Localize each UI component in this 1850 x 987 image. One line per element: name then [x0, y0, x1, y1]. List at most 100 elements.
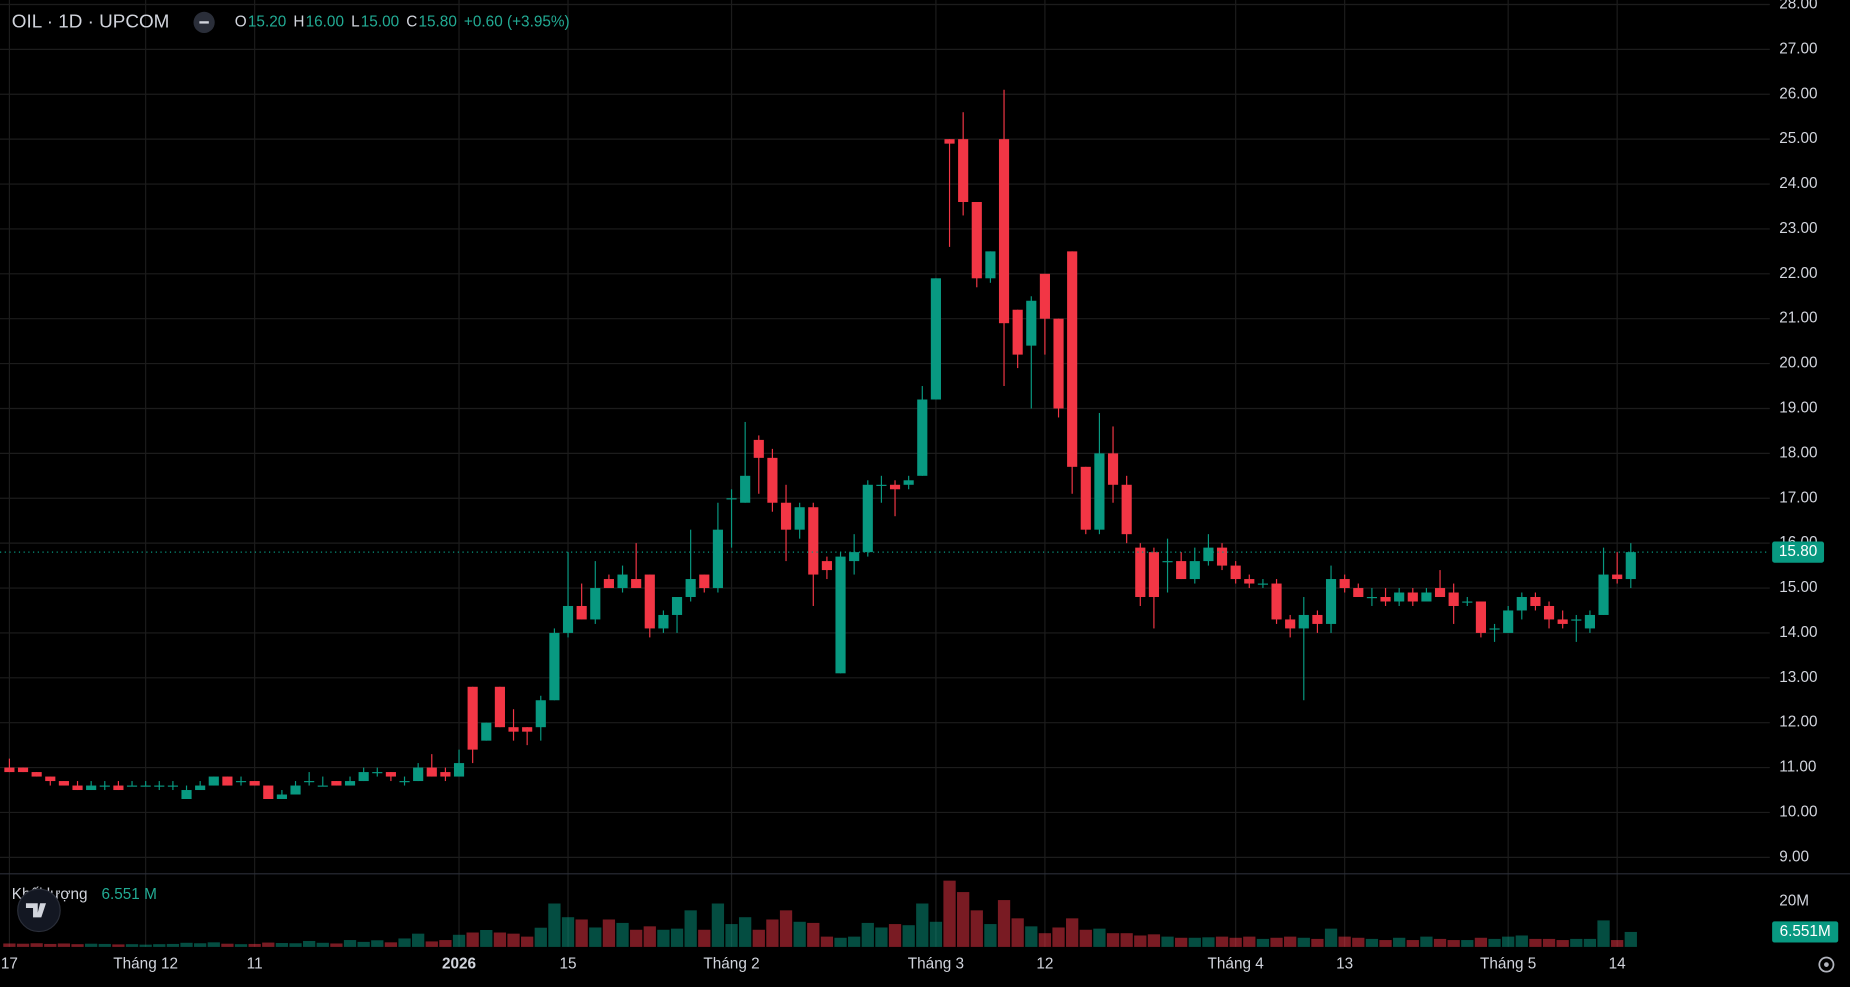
x-tick-label: 14	[1609, 956, 1627, 973]
legend-value: 15.80	[418, 13, 456, 30]
candle-body	[45, 776, 56, 782]
candle-body	[358, 772, 369, 782]
candle-body	[413, 767, 424, 782]
x-tick-label: 2026	[442, 956, 476, 973]
candle-body	[426, 767, 437, 777]
volume-bar	[330, 943, 343, 947]
candle-body	[467, 686, 478, 750]
volume-bar	[943, 880, 956, 947]
volume-bar	[1324, 928, 1338, 947]
last-volume-tag	[1772, 921, 1839, 943]
volume-bar	[371, 940, 384, 947]
volume-bar	[752, 929, 765, 947]
last-price-tag	[1772, 541, 1825, 563]
volume-bar	[398, 938, 411, 947]
volume-bar	[180, 942, 193, 947]
volume-bar	[1542, 938, 1556, 947]
candle-body	[1380, 597, 1391, 602]
volume-bar	[957, 892, 970, 947]
candle-body	[126, 785, 138, 787]
legend-value: 16.00	[306, 13, 344, 30]
candle-body	[1285, 619, 1296, 629]
legend-key: C	[406, 13, 417, 30]
volume-bar	[507, 933, 520, 947]
candle-body	[576, 605, 587, 620]
volume-bar	[166, 943, 180, 947]
volume-bar	[412, 933, 425, 947]
candle-body	[1039, 273, 1050, 319]
x-tick-label: 15	[559, 956, 576, 973]
x-tick-label: Tháng 5	[1480, 956, 1536, 973]
candle-body	[249, 781, 260, 786]
volume-bar	[1447, 940, 1460, 947]
candle-body	[399, 781, 410, 783]
volume-bar	[589, 927, 602, 947]
candle-body	[181, 790, 192, 800]
volume-bar	[1461, 940, 1474, 947]
volume-bar	[779, 910, 793, 947]
candle-body	[726, 498, 737, 500]
volume-bar	[1134, 935, 1147, 947]
candle-body	[1353, 588, 1364, 598]
volume-bar	[1243, 936, 1256, 947]
volume-bar	[1502, 936, 1515, 947]
candle-body	[1148, 552, 1159, 598]
candle-body	[1407, 592, 1418, 602]
legend-value: 15.00	[361, 13, 399, 30]
candle-body	[862, 484, 873, 553]
volume-bar	[929, 921, 943, 947]
volume-bar	[1120, 933, 1133, 947]
candle-body	[276, 794, 287, 800]
candle-body	[740, 475, 751, 503]
volume-bar	[480, 929, 493, 947]
volume-bar	[439, 940, 452, 947]
volume-bar	[1256, 938, 1270, 947]
settings-button[interactable]	[1818, 956, 1835, 973]
change: +0.60 (+3.95%)	[464, 13, 570, 30]
x-tick-label: Tháng 4	[1208, 956, 1265, 973]
candle-body	[944, 139, 955, 144]
candle-body	[930, 278, 941, 400]
volume-bar	[834, 937, 847, 947]
volume-bar	[1188, 937, 1201, 947]
candle-body	[1557, 619, 1568, 624]
legend-key: O	[235, 13, 247, 30]
volume-bar	[194, 943, 207, 947]
candle-body	[1612, 574, 1623, 580]
candle-body	[808, 507, 819, 575]
volume-bar	[1215, 936, 1229, 947]
candle-body	[876, 484, 887, 486]
candle-body	[712, 529, 723, 589]
tradingview-logo	[17, 888, 61, 933]
y-tick-label: 9.00	[1779, 848, 1809, 865]
candle-body	[1067, 251, 1078, 467]
candle-body	[1489, 628, 1500, 630]
x-tick-label: Tháng 3	[908, 956, 964, 973]
candle-body	[849, 552, 860, 562]
candle-body	[58, 781, 69, 786]
volume-bar	[207, 942, 220, 947]
candle-body	[4, 767, 15, 773]
collapse-button[interactable]	[193, 11, 215, 34]
volume-bar	[1011, 918, 1024, 947]
candle-body	[1598, 574, 1609, 615]
candle-body	[86, 785, 97, 791]
volume-bar	[970, 910, 983, 947]
volume-bar	[1379, 940, 1392, 947]
volume-bar	[820, 936, 834, 947]
candle-body	[1421, 592, 1432, 602]
volume-bar	[1161, 936, 1174, 947]
volume-bar	[657, 929, 670, 947]
volume-bar	[807, 922, 820, 947]
candle-body	[1135, 547, 1146, 598]
legend-value: 15.20	[248, 13, 286, 30]
volume-bar	[125, 944, 139, 947]
candle-body	[535, 700, 546, 728]
candle-body	[1162, 561, 1173, 563]
candle-body	[1053, 318, 1064, 409]
volume-bar	[1079, 929, 1092, 947]
x-tick-label: Tháng 12	[113, 956, 178, 973]
y-tick-label: 14.00	[1779, 624, 1817, 641]
volume-bar	[1025, 926, 1038, 947]
